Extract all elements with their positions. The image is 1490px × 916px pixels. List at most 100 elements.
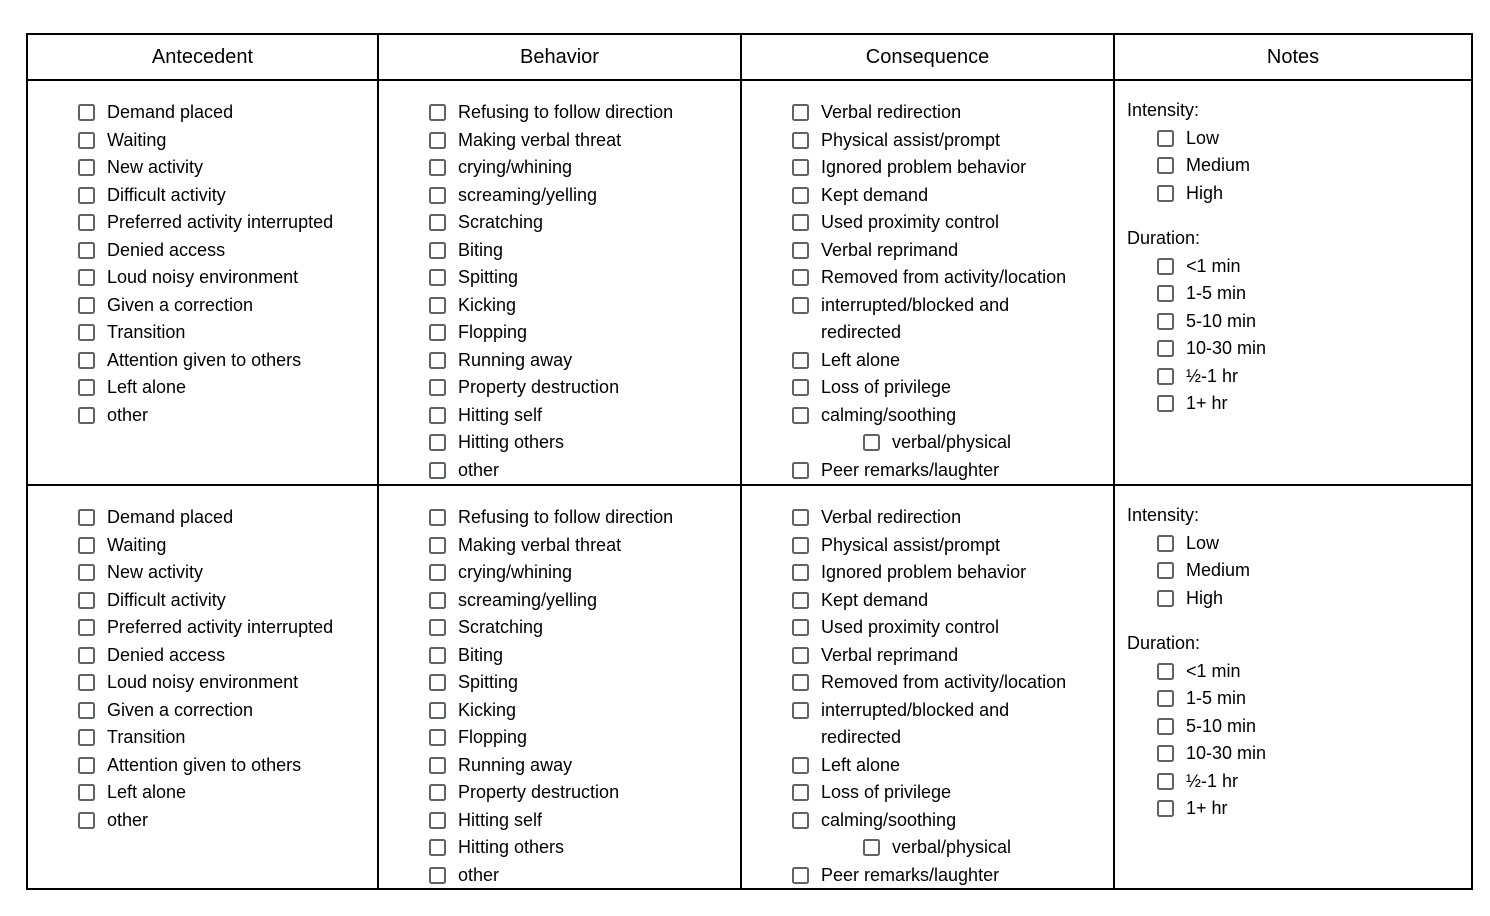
- checkbox-hitting-self[interactable]: [429, 811, 446, 829]
- checkbox-verbal-redirection[interactable]: [792, 509, 809, 526]
- checkbox-medium[interactable]: [1157, 157, 1174, 174]
- checkbox-new-activity[interactable]: [78, 564, 95, 581]
- checkbox-peer-remarks-laughter[interactable]: [792, 866, 809, 884]
- checkbox-medium[interactable]: [1157, 562, 1174, 579]
- checkbox-physical-assist-prompt[interactable]: [792, 536, 809, 554]
- checkbox-kept-demand[interactable]: [792, 186, 809, 204]
- checkbox-physical-assist-prompt[interactable]: [792, 131, 809, 149]
- checkbox-other[interactable]: [78, 811, 95, 829]
- checkbox-crying-whining[interactable]: [429, 159, 446, 176]
- checkbox-left-alone[interactable]: [792, 351, 809, 369]
- checkbox-label: Hitting self: [458, 404, 543, 425]
- checkbox-high[interactable]: [1157, 184, 1174, 202]
- checkbox-ignored-problem-behavior[interactable]: [792, 159, 809, 176]
- checkbox-verbal-reprimand[interactable]: [792, 241, 809, 259]
- checkbox-low[interactable]: [1157, 129, 1174, 147]
- checklist-item-verbal-redirection: Verbal redirection: [792, 99, 1109, 127]
- checkbox-1-5-min[interactable]: [1157, 690, 1174, 707]
- checkbox-used-proximity-control[interactable]: [792, 214, 809, 231]
- checklist-item-demand-placed: Demand placed: [78, 99, 373, 127]
- checkbox-1-hr[interactable]: [1157, 367, 1174, 385]
- checkbox-refusing-to-follow-direction[interactable]: [429, 509, 446, 526]
- checkbox-left-alone[interactable]: [792, 756, 809, 774]
- checkbox-peer-remarks-laughter[interactable]: [792, 461, 809, 479]
- checkbox-demand-placed[interactable]: [78, 509, 95, 526]
- checkbox-making-verbal-threat[interactable]: [429, 131, 446, 149]
- checkbox-property-destruction[interactable]: [429, 784, 446, 801]
- checkbox-10-30-min[interactable]: [1157, 745, 1174, 762]
- checkbox-hitting-others[interactable]: [429, 434, 446, 451]
- checkbox-ignored-problem-behavior[interactable]: [792, 564, 809, 581]
- checkbox-spitting[interactable]: [429, 674, 446, 691]
- checkbox-1-hr[interactable]: [1157, 772, 1174, 790]
- checkbox-other[interactable]: [78, 406, 95, 424]
- checkbox-left-alone[interactable]: [78, 784, 95, 801]
- checkbox-kicking[interactable]: [429, 701, 446, 719]
- checkbox-verbal-physical[interactable]: [863, 839, 880, 856]
- checkbox-refusing-to-follow-direction[interactable]: [429, 104, 446, 121]
- checkbox-transition[interactable]: [78, 324, 95, 341]
- checkbox-attention-given-to-others[interactable]: [78, 756, 95, 774]
- checkbox-attention-given-to-others[interactable]: [78, 351, 95, 369]
- checkbox-scratching[interactable]: [429, 619, 446, 636]
- checkbox-removed-from-activity-location[interactable]: [792, 269, 809, 286]
- checkbox-label: Flopping: [458, 322, 528, 342]
- checkbox-kept-demand[interactable]: [792, 591, 809, 609]
- checkbox-property-destruction[interactable]: [429, 379, 446, 396]
- checkbox-loss-of-privilege[interactable]: [792, 784, 809, 801]
- checkbox-spitting[interactable]: [429, 269, 446, 286]
- checkbox-verbal-redirection[interactable]: [792, 104, 809, 121]
- checkbox-10-30-min[interactable]: [1157, 340, 1174, 357]
- checkbox-used-proximity-control[interactable]: [792, 619, 809, 636]
- checkbox-flopping[interactable]: [429, 324, 446, 341]
- checkbox-calming-soothing[interactable]: [792, 406, 809, 424]
- checkbox-1-hr[interactable]: [1157, 395, 1174, 412]
- checkbox-screaming-yelling[interactable]: [429, 186, 446, 204]
- checkbox-other[interactable]: [429, 866, 446, 884]
- checkbox-screaming-yelling[interactable]: [429, 591, 446, 609]
- checkbox-biting[interactable]: [429, 646, 446, 664]
- checkbox-transition[interactable]: [78, 729, 95, 746]
- checkbox-difficult-activity[interactable]: [78, 186, 95, 204]
- checkbox-waiting[interactable]: [78, 536, 95, 554]
- checkbox-loud-noisy-environment[interactable]: [78, 269, 95, 286]
- checkbox-preferred-activity-interrupted[interactable]: [78, 214, 95, 231]
- checkbox-waiting[interactable]: [78, 131, 95, 149]
- checkbox-making-verbal-threat[interactable]: [429, 536, 446, 554]
- checkbox-verbal-physical[interactable]: [863, 434, 880, 451]
- checkbox-calming-soothing[interactable]: [792, 811, 809, 829]
- checkbox-1-5-min[interactable]: [1157, 285, 1174, 302]
- checkbox-biting[interactable]: [429, 241, 446, 259]
- checkbox-scratching[interactable]: [429, 214, 446, 231]
- checkbox-loss-of-privilege[interactable]: [792, 379, 809, 396]
- checkbox-new-activity[interactable]: [78, 159, 95, 176]
- checkbox-hitting-self[interactable]: [429, 406, 446, 424]
- checkbox-high[interactable]: [1157, 589, 1174, 607]
- checkbox-left-alone[interactable]: [78, 379, 95, 396]
- checkbox-interrupted-blocked-and-redirected[interactable]: [792, 701, 809, 719]
- checkbox-crying-whining[interactable]: [429, 564, 446, 581]
- checkbox-denied-access[interactable]: [78, 241, 95, 259]
- checkbox-demand-placed[interactable]: [78, 104, 95, 121]
- checkbox-5-10-min[interactable]: [1157, 312, 1174, 330]
- checkbox-5-10-min[interactable]: [1157, 717, 1174, 735]
- checkbox-hitting-others[interactable]: [429, 839, 446, 856]
- checkbox-interrupted-blocked-and-redirected[interactable]: [792, 296, 809, 314]
- checkbox-given-a-correction[interactable]: [78, 701, 95, 719]
- checkbox-removed-from-activity-location[interactable]: [792, 674, 809, 691]
- checkbox-1-hr[interactable]: [1157, 800, 1174, 817]
- checkbox-verbal-reprimand[interactable]: [792, 646, 809, 664]
- checkbox-other[interactable]: [429, 461, 446, 479]
- checkbox-running-away[interactable]: [429, 351, 446, 369]
- checkbox-loud-noisy-environment[interactable]: [78, 674, 95, 691]
- checkbox-1-min[interactable]: [1157, 257, 1174, 275]
- checkbox-difficult-activity[interactable]: [78, 591, 95, 609]
- checkbox-1-min[interactable]: [1157, 662, 1174, 680]
- checkbox-preferred-activity-interrupted[interactable]: [78, 619, 95, 636]
- checkbox-low[interactable]: [1157, 534, 1174, 552]
- checkbox-kicking[interactable]: [429, 296, 446, 314]
- checkbox-given-a-correction[interactable]: [78, 296, 95, 314]
- checkbox-running-away[interactable]: [429, 756, 446, 774]
- checkbox-flopping[interactable]: [429, 729, 446, 746]
- checkbox-denied-access[interactable]: [78, 646, 95, 664]
